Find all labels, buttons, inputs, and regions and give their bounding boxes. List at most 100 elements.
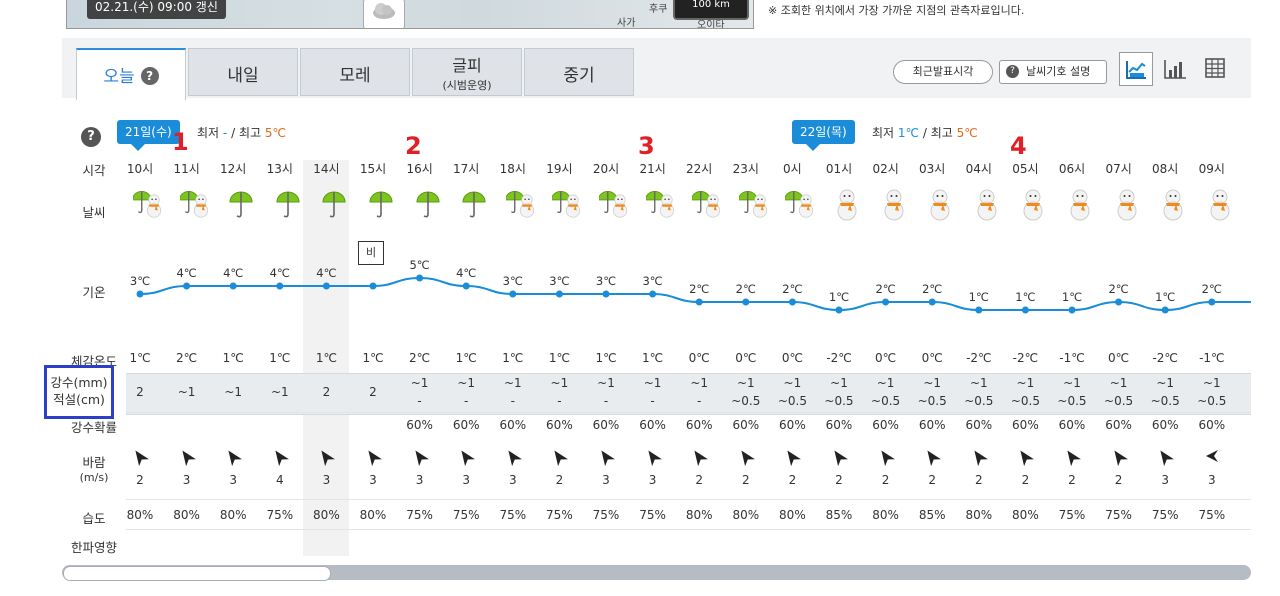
temperature-label: 1℃ (828, 290, 850, 304)
precip-value: ~1 (830, 376, 848, 390)
recent-announce-button[interactable]: 최근발표시각 (893, 60, 993, 84)
divider (126, 412, 1251, 413)
wind-speed: 3 (182, 473, 191, 487)
humidity-value: 85% (825, 508, 853, 522)
wind-direction-icon (550, 448, 569, 469)
temperature-point (602, 290, 610, 298)
humidity-value: 85% (918, 508, 946, 522)
precip-snow-label: 강수(mm) 적설(cm) (44, 365, 114, 419)
feels-like-value: -2℃ (1152, 351, 1178, 365)
precip-value: ~1 (876, 376, 895, 390)
weather-legend-button[interactable]: ? 날씨기호 설명 (999, 60, 1107, 84)
table-view-icon[interactable] (1199, 52, 1233, 86)
weather-snow-cloud-icon (1243, 188, 1251, 224)
hour-label: 02시 (872, 162, 899, 176)
feels-like-value: -1℃ (1059, 351, 1085, 365)
humidity-value: 80% (1012, 508, 1039, 522)
min-temp: 1℃ (897, 126, 920, 140)
snow-value: - (650, 394, 655, 408)
wind-direction-icon (411, 448, 429, 469)
horizontal-scrollbar[interactable] (62, 565, 1251, 581)
temperature-point (462, 282, 470, 290)
annotation-mark-1: 1 (172, 128, 189, 156)
hour-label: 19시 (546, 162, 573, 176)
row-label-precip-probability: 강수확률 (70, 420, 117, 435)
row-label-wind-unit: (m/s) (79, 471, 109, 484)
weather-snow-icon (964, 188, 1010, 224)
wind-direction-icon (830, 448, 848, 469)
snow-value: - (464, 394, 469, 408)
tab-label: 내일 (227, 66, 259, 86)
wind-speed: 2 (136, 473, 144, 487)
humidity-value: 7 (1235, 508, 1251, 522)
wind-direction-icon (1063, 448, 1081, 469)
temperature-label: 2℃ (922, 282, 943, 296)
forecast-tabbar: 오늘? 내일 모레 글피 (시범운영) 중기 최근발표시각 ? 날씨기호 설명 (62, 38, 1251, 100)
precip-value: 2 (136, 385, 144, 399)
wind-direction-icon (783, 448, 802, 469)
tab-label: 중기 (563, 66, 595, 86)
temperature-line-chart (136, 274, 1251, 314)
map-strip[interactable]: 02.21.(수) 09:00 갱신 사가 오이타 후쿠 100 km (66, 0, 754, 29)
hourly-forecast-grid[interactable]: ? 21일(수) 최저 - / 최고 5℃ 22일(목) 최저 1℃ / 최고 … (62, 98, 1251, 558)
precip-value: ~1 (457, 376, 476, 390)
snow-value: ~0.5 (824, 394, 854, 408)
humidity-value: 80% (685, 508, 713, 522)
weather-rain-icon (451, 188, 497, 224)
wind-direction-icon (597, 448, 615, 469)
temperature-label: 2℃ (1108, 282, 1129, 296)
humidity-value: 75% (1058, 508, 1086, 522)
precip-probability: 60% (872, 418, 899, 432)
temperature-label: 4℃ (456, 266, 477, 280)
humidity-value: 80% (965, 508, 993, 522)
scrollbar-thumb[interactable] (63, 566, 331, 581)
humidity-value: 80% (313, 508, 340, 522)
snow-value: - (510, 394, 515, 408)
feels-like-value: 0℃ (921, 351, 943, 365)
tab-tomorrow[interactable]: 내일 (188, 48, 298, 96)
tab-today[interactable]: 오늘? (76, 48, 186, 100)
feels-like-value: -2℃ (1012, 351, 1039, 365)
feels-like-value: 1℃ (455, 351, 477, 365)
temperature-point (509, 290, 517, 298)
feels-like-value: 0℃ (1108, 351, 1130, 365)
tab-day-after[interactable]: 모레 (300, 48, 410, 96)
tab-midterm[interactable]: 중기 (524, 48, 634, 96)
max-label: 최고 (238, 126, 262, 140)
hour-label: 07시 (1105, 162, 1132, 176)
wind-speed: 2 (741, 473, 750, 487)
bar-chart-view-icon[interactable] (1159, 52, 1193, 86)
temperature-point (788, 298, 796, 306)
date-badge: 21일(수) (117, 120, 180, 151)
wind-direction-icon (504, 448, 522, 469)
humidity-value: 80% (173, 508, 200, 522)
map-label: 후쿠 (649, 4, 668, 15)
temperature-point (229, 282, 237, 290)
feels-like-value: -2℃ (826, 351, 852, 365)
wind-speed: 2 (881, 473, 890, 487)
wind-speed: 3 (229, 473, 237, 487)
hour-label: 12시 (220, 162, 247, 176)
min-label: 최저 (872, 126, 895, 140)
precip-label: 강수(mm) (50, 375, 108, 390)
line-chart-view-icon[interactable] (1119, 52, 1153, 86)
wind-direction-icon (178, 448, 196, 469)
wind-speed: 2 (555, 473, 564, 487)
min-temp: - (222, 126, 228, 140)
tab-3days[interactable]: 글피 (시범운영) (412, 48, 522, 96)
precip-probability: 60% (918, 418, 946, 432)
min-label: 최저 (197, 126, 220, 140)
humidity-value: 80% (872, 508, 899, 522)
precip-value: ~1 (1109, 376, 1128, 390)
legend-label: 날씨기호 설명 (1026, 65, 1091, 78)
map-label: 사가 (617, 18, 636, 29)
help-icon[interactable]: ? (140, 67, 159, 85)
precip-value: ~1 (550, 376, 569, 390)
precip-value: ~1 (969, 376, 988, 390)
precip-probability: 60% (732, 418, 760, 432)
wind-direction-icon (1156, 448, 1175, 469)
help-icon[interactable]: ? (81, 127, 101, 147)
wind-speed: 3 (369, 473, 377, 487)
temperature-point (1161, 306, 1169, 314)
feels-like-value: 0℃ (688, 351, 710, 365)
